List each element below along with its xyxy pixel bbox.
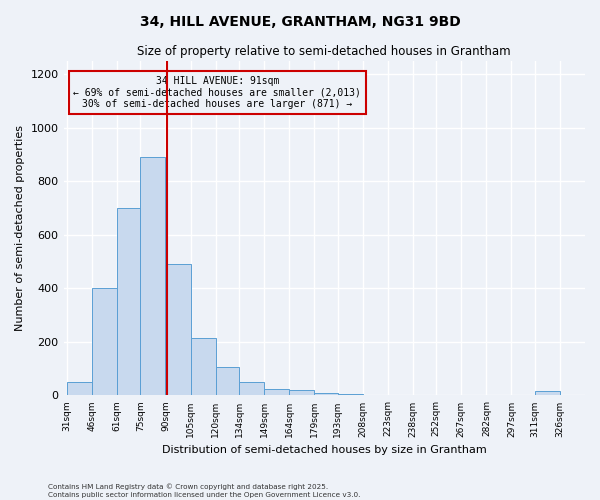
Bar <box>413 394 436 396</box>
Bar <box>117 208 140 396</box>
Bar <box>436 395 461 396</box>
Bar <box>363 394 388 396</box>
Bar <box>191 338 215 396</box>
Y-axis label: Number of semi-detached properties: Number of semi-detached properties <box>15 125 25 331</box>
Bar <box>289 390 314 396</box>
X-axis label: Distribution of semi-detached houses by size in Grantham: Distribution of semi-detached houses by … <box>162 445 487 455</box>
Title: Size of property relative to semi-detached houses in Grantham: Size of property relative to semi-detach… <box>137 45 511 58</box>
Bar <box>264 388 289 396</box>
Bar <box>388 394 413 396</box>
Bar <box>92 288 117 396</box>
Text: 34, HILL AVENUE, GRANTHAM, NG31 9BD: 34, HILL AVENUE, GRANTHAM, NG31 9BD <box>140 15 460 29</box>
Bar <box>461 395 487 396</box>
Bar <box>314 393 338 396</box>
Text: Contains HM Land Registry data © Crown copyright and database right 2025.
Contai: Contains HM Land Registry data © Crown c… <box>48 484 361 498</box>
Bar <box>215 368 239 396</box>
Bar <box>239 382 264 396</box>
Bar <box>166 264 191 396</box>
Bar <box>140 157 166 396</box>
Bar <box>535 392 560 396</box>
Bar <box>487 395 511 396</box>
Bar <box>67 382 92 396</box>
Bar <box>338 394 363 396</box>
Text: 34 HILL AVENUE: 91sqm
← 69% of semi-detached houses are smaller (2,013)
30% of s: 34 HILL AVENUE: 91sqm ← 69% of semi-deta… <box>73 76 361 109</box>
